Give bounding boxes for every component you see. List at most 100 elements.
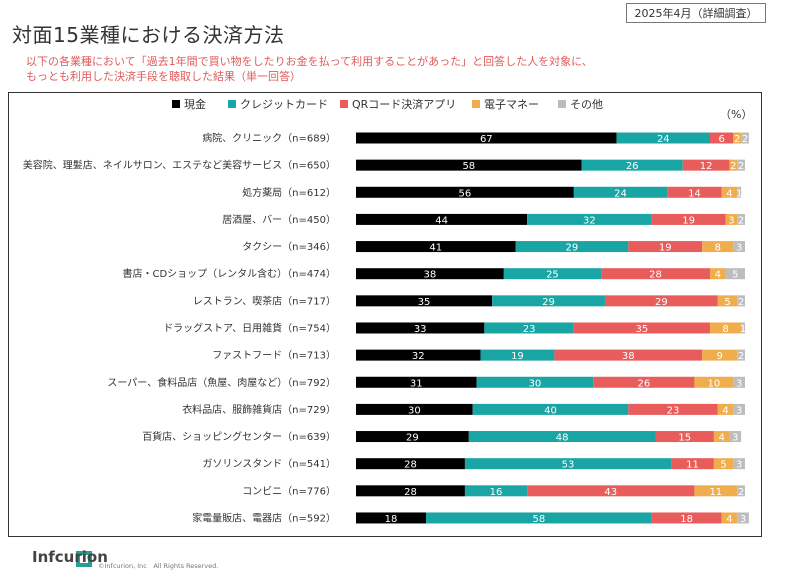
bar-segment (468, 431, 656, 443)
category-label: ガソリンスタンド（n=541） (202, 458, 336, 470)
bar-segment (480, 349, 555, 361)
data-label: 67 (480, 134, 493, 145)
bar-segment (737, 512, 749, 524)
bar-segment (484, 322, 574, 334)
data-label: 40 (544, 405, 557, 416)
data-label: 3 (732, 433, 738, 444)
bar-segment (713, 458, 734, 470)
data-label: 43 (604, 487, 617, 498)
subtitle-line-2: もっとも利用した決済手段を聴取した結果（単一回答） (26, 70, 301, 83)
data-label: 19 (682, 215, 695, 226)
legend-swatch-3 (472, 100, 480, 108)
data-label: 4 (726, 514, 732, 525)
data-label: 31 (410, 378, 423, 389)
legend-swatch-1 (228, 100, 236, 108)
data-label: 2 (734, 134, 740, 145)
bar-segment (356, 458, 465, 470)
bar-segment (593, 376, 695, 388)
bar-segment (717, 403, 734, 415)
bar-segment (737, 159, 745, 171)
bar-segment (515, 241, 629, 253)
legend-label-1: クレジットカード (240, 98, 328, 111)
data-label: 58 (462, 161, 475, 172)
data-label: 29 (406, 433, 419, 444)
data-label: 1 (740, 324, 746, 335)
legend-swatch-0 (172, 100, 180, 108)
data-label: 11 (686, 460, 699, 471)
bar-segment (737, 213, 745, 225)
category-label: コンビニ（n=776） (242, 485, 336, 497)
bar-segment (733, 403, 745, 415)
legend-swatch-4 (558, 100, 566, 108)
data-label: 29 (566, 243, 579, 254)
bar-segment (682, 159, 730, 171)
data-label: 2 (738, 215, 744, 226)
data-label: 2 (738, 351, 744, 362)
bar-segment (356, 132, 617, 144)
data-label: 15 (678, 433, 691, 444)
data-label: 19 (511, 351, 524, 362)
bar-segment (737, 295, 745, 307)
bar-segment (709, 132, 734, 144)
data-label: 1 (736, 188, 742, 199)
data-label: 32 (583, 215, 596, 226)
data-label: 53 (562, 460, 575, 471)
data-label: 3 (736, 405, 742, 416)
category-label: 書店・CDショップ（レンタル含む）（n=474） (123, 267, 337, 280)
bar-segment (356, 512, 427, 524)
data-label: 28 (649, 270, 662, 281)
bar-segment (356, 431, 469, 443)
data-label: 29 (655, 297, 668, 308)
data-label: 2 (738, 487, 744, 498)
company-logo-text: Infcurion (32, 548, 108, 566)
bar-segment (464, 458, 672, 470)
data-label: 5 (732, 270, 738, 281)
data-label: 11 (709, 487, 722, 498)
bar-segment (356, 213, 528, 225)
data-label: 8 (715, 243, 721, 254)
bar-segment (356, 349, 481, 361)
bar-segment (356, 241, 516, 253)
infcurion-logo-icon (76, 551, 92, 567)
bar-segment (741, 322, 745, 334)
bar-segment (492, 295, 605, 307)
category-label: ドラッグストア、日用雑貨（n=754） (163, 321, 336, 334)
bar-segment (721, 186, 738, 198)
bar-segment (573, 322, 710, 334)
category-label: レストラン、喫茶店（n=717） (193, 294, 336, 307)
bar-segment (616, 132, 710, 144)
bar-segment (356, 268, 504, 280)
data-label: 6 (718, 134, 724, 145)
data-label: 30 (529, 378, 542, 389)
unit-label: （%） (720, 108, 752, 121)
data-label: 32 (412, 351, 425, 362)
category-label: スーパー、食料品店（魚屋、肉屋など）（n=792） (107, 376, 336, 389)
data-label: 25 (546, 270, 559, 281)
bar-segment (356, 322, 485, 334)
bar-segment (717, 295, 738, 307)
bar-segment (725, 213, 738, 225)
data-label: 56 (459, 188, 472, 199)
copyright-text: ©Infcurion, Inc All Rights Reserved. (98, 562, 219, 570)
category-label: 家電量販店、電器店（n=592） (192, 511, 336, 524)
data-label: 41 (429, 243, 442, 254)
data-label: 9 (717, 351, 723, 362)
category-label: タクシー（n=346） (242, 241, 336, 253)
bar-segment (729, 159, 738, 171)
bar-segment (729, 431, 742, 443)
bar-segment (651, 213, 726, 225)
data-label: 3 (736, 243, 742, 254)
bar-segment (737, 186, 742, 198)
bar-segment (601, 268, 710, 280)
bar-segment (713, 431, 730, 443)
legend-label-3: 電子マネー (484, 98, 539, 111)
data-label: 29 (542, 297, 555, 308)
data-label: 30 (408, 405, 421, 416)
bar-segment (472, 403, 629, 415)
data-label: 2 (738, 297, 744, 308)
bar-segment (356, 295, 493, 307)
data-label: 18 (680, 514, 693, 525)
data-label: 10 (708, 378, 721, 389)
bar-segment (651, 512, 722, 524)
